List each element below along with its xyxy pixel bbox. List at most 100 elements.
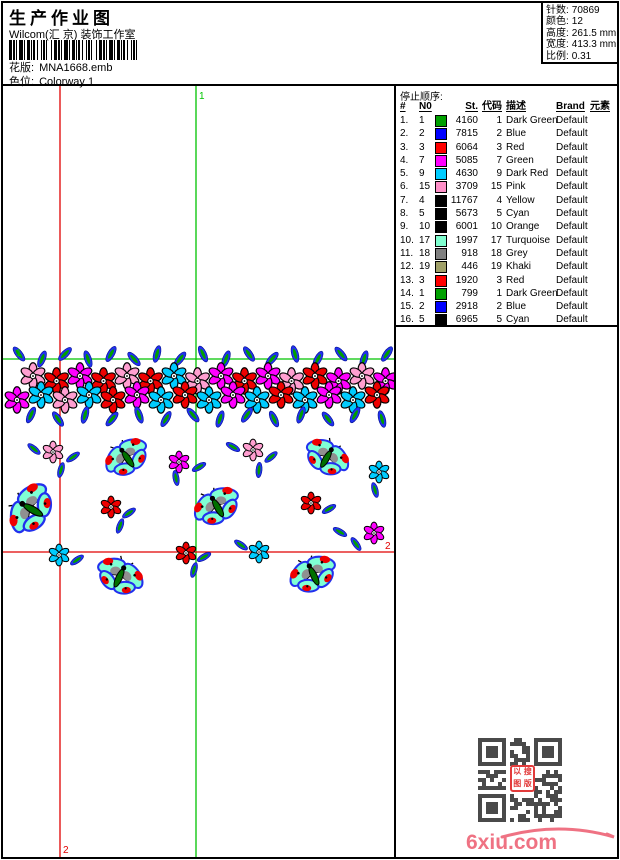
- qr-center-stamp: 以 搜 图 版: [510, 765, 535, 792]
- cell-brand: Default: [556, 154, 588, 166]
- cell-seq: 13.: [400, 274, 414, 286]
- cell-needle: 4: [419, 194, 425, 206]
- column-header: St.: [465, 101, 478, 112]
- cell-seq: 9.: [400, 221, 409, 233]
- column-header: #: [400, 101, 406, 112]
- sequence-row: 12. 19 446 19 Khaki Default: [396, 260, 617, 274]
- design-preview: 1 1 2 2: [3, 86, 396, 857]
- cell-code: 17: [490, 234, 502, 246]
- cell-st: 1920: [455, 274, 478, 286]
- cell-desc: Yellow: [506, 194, 535, 206]
- cell-seq: 4.: [400, 154, 409, 166]
- stamp-char: 版: [523, 778, 532, 788]
- color-swatch: [435, 115, 447, 127]
- color-swatch: [435, 128, 447, 141]
- stamp-char: 图: [513, 778, 522, 788]
- cell-st: 6965: [455, 314, 478, 326]
- cell-st: 4160: [455, 115, 478, 126]
- cell-brand: Default: [556, 221, 588, 233]
- cell-code: 9: [496, 168, 502, 180]
- stamp-char: 搜: [523, 767, 532, 776]
- embroidery-design-canvas: 1 1 2 2: [3, 86, 394, 857]
- stat-line: 针数: 70869: [546, 5, 600, 16]
- column-header: N0: [419, 101, 432, 112]
- cell-desc: Khaki: [506, 261, 532, 273]
- cell-desc: Cyan: [506, 314, 530, 326]
- color-swatch: [435, 168, 447, 181]
- cell-desc: Blue: [506, 301, 527, 313]
- cell-desc: Grey: [506, 247, 528, 259]
- studio-subtitle: Wilcom(汇 京) 装饰工作室: [9, 29, 136, 41]
- cell-needle: 2: [419, 301, 425, 313]
- sequence-row: 7. 4 11767 4 Yellow Default: [396, 194, 617, 207]
- content: 1 1 2 2 停止顺序: # N0 St. 代码 描述 Brand 元素 1. 1 4160 1 Dar…: [3, 86, 617, 857]
- cell-seq: 15.: [400, 301, 414, 313]
- sequence-rows: 1. 1 4160 1 Dark Green Default 2. 2 7815 2 Blue Def…: [396, 114, 617, 325]
- marker-label: 2: [63, 845, 69, 856]
- cell-st: 6001: [455, 221, 478, 233]
- cell-code: 5: [496, 314, 502, 326]
- cell-seq: 12.: [400, 261, 414, 273]
- watermark: 6xiu.com: [466, 827, 615, 854]
- stats-panel: 针数: 70869 颜色: 12 高度: 261.5 mm 宽度: 413.3 mm 比例: 0.…: [541, 3, 617, 64]
- column-header: Brand: [556, 101, 585, 112]
- cell-needle: 17: [419, 234, 431, 246]
- cell-st: 4630: [455, 168, 478, 180]
- pattern-filename: MNA1668.emb: [39, 62, 113, 74]
- cell-needle: 15: [419, 181, 431, 193]
- cell-needle: 7: [419, 154, 425, 166]
- cell-st: 2918: [455, 301, 478, 313]
- cell-code: 10: [490, 221, 502, 233]
- cell-st: 3709: [455, 181, 478, 193]
- sequence-row: 14. 1 799 1 Dark Green Default: [396, 287, 617, 300]
- watermark-text: 6xiu.com: [466, 831, 557, 854]
- cell-needle: 10: [419, 221, 431, 233]
- cell-seq: 1.: [400, 115, 409, 126]
- stat-line: 颜色: 12: [546, 16, 583, 28]
- cell-code: 15: [490, 181, 502, 193]
- sequence-title: 停止顺序:: [400, 92, 443, 103]
- cell-seq: 14.: [400, 287, 414, 299]
- cell-brand: Default: [556, 181, 588, 193]
- cell-needle: 2: [419, 128, 425, 140]
- cell-brand: Default: [556, 128, 588, 140]
- cell-needle: 5: [419, 208, 425, 220]
- cell-st: 6064: [455, 141, 478, 153]
- cell-st: 446: [461, 261, 478, 273]
- cell-seq: 7.: [400, 194, 409, 206]
- cell-code: 19: [490, 261, 502, 273]
- page-title: 生产作业图: [9, 9, 114, 28]
- cell-needle: 9: [419, 168, 425, 180]
- colorway-label: 色位:: [9, 76, 35, 88]
- color-swatch: [435, 154, 447, 167]
- stat-line: 比例: 0.31: [546, 50, 592, 62]
- sequence-row: 6. 15 3709 15 Pink Default: [396, 180, 617, 194]
- cell-code: 3: [496, 274, 502, 286]
- sequence-row: 5. 9 4630 9 Dark Red Default: [396, 167, 617, 181]
- column-header: 代码: [482, 101, 502, 112]
- right-column: 停止顺序: # N0 St. 代码 描述 Brand 元素 1. 1 4160 1 Dark Gre…: [396, 86, 617, 857]
- color-swatch: [435, 181, 447, 194]
- color-swatch: [435, 194, 447, 207]
- marker-label: 2: [385, 541, 391, 552]
- sequence-row: 3. 3 6064 3 Red Default: [396, 141, 617, 154]
- sequence-row: 11. 18 918 18 Grey Default: [396, 247, 617, 260]
- cell-code: 5: [496, 208, 502, 220]
- cell-code: 1: [496, 287, 502, 299]
- marker-label: 1: [199, 91, 205, 102]
- cell-seq: 10.: [400, 234, 414, 246]
- cell-desc: Red: [506, 274, 525, 286]
- cell-brand: Default: [556, 287, 588, 299]
- cell-brand: Default: [556, 314, 588, 326]
- stat-line: 宽度: 413.3 mm: [546, 39, 617, 51]
- cell-needle: 19: [419, 261, 431, 273]
- cell-needle: 1: [419, 115, 425, 126]
- cell-needle: 1: [419, 287, 425, 299]
- qr-code: [478, 738, 562, 822]
- cell-st: 799: [461, 287, 478, 299]
- color-swatch: [435, 301, 447, 314]
- sequence-row: 9. 10 6001 10 Orange Default: [396, 220, 617, 234]
- header: 生产作业图 Wilcom(汇 京) 装饰工作室 花版: MNA1668.emb 色…: [3, 3, 617, 88]
- cell-needle: 3: [419, 274, 425, 286]
